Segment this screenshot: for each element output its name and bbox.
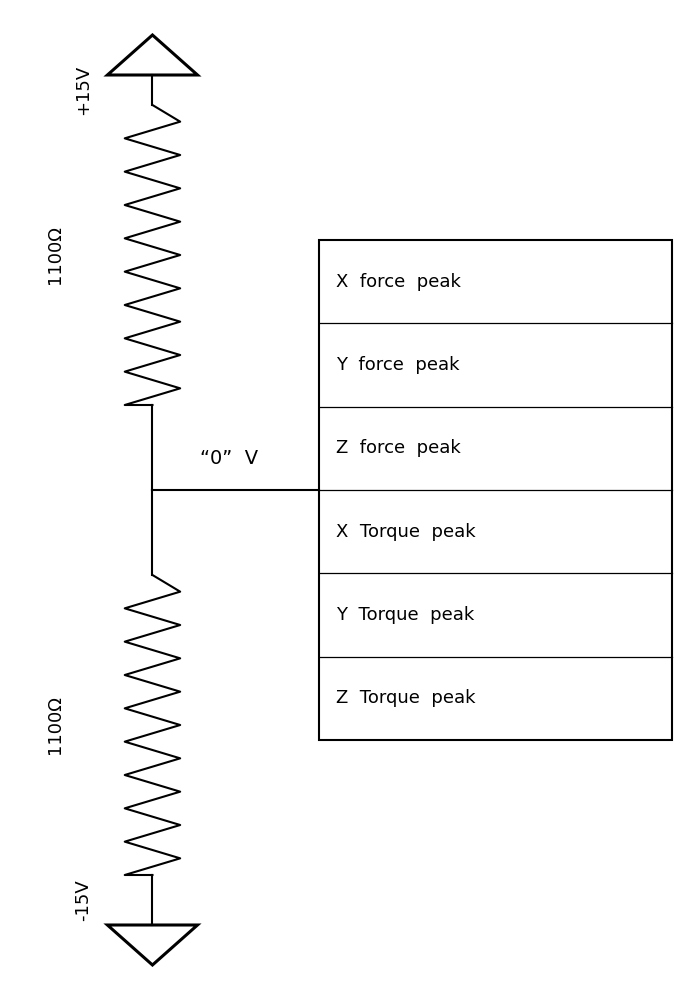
- Text: +15V: +15V: [74, 65, 92, 115]
- Bar: [319, 240, 672, 740]
- Text: X  force  peak: X force peak: [336, 273, 461, 291]
- Text: 1100Ω: 1100Ω: [46, 226, 64, 284]
- Text: -15V: -15V: [74, 879, 92, 921]
- Text: Z  Torque  peak: Z Torque peak: [336, 689, 475, 707]
- Text: Y  force  peak: Y force peak: [336, 356, 459, 374]
- Text: Z  force  peak: Z force peak: [336, 439, 461, 457]
- Text: Y  Torque  peak: Y Torque peak: [336, 606, 474, 624]
- Text: 1100Ω: 1100Ω: [46, 696, 64, 754]
- Text: X  Torque  peak: X Torque peak: [336, 523, 475, 541]
- Text: “0”  V: “0” V: [200, 449, 258, 468]
